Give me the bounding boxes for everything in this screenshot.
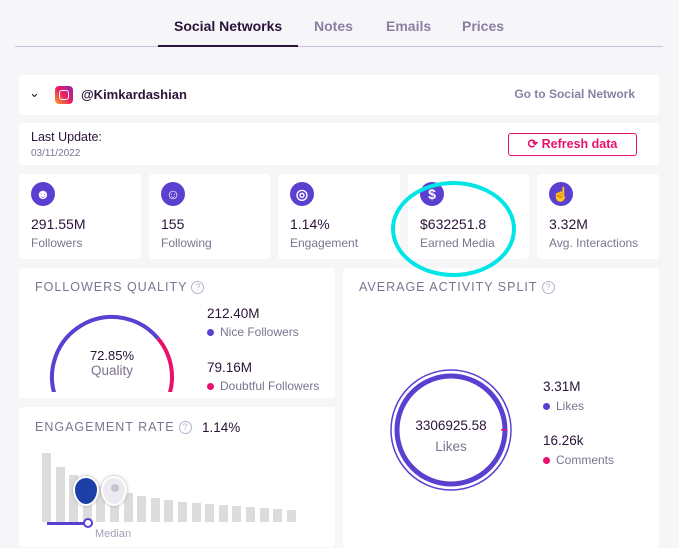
tabs-divider bbox=[15, 46, 663, 47]
followers-quality-card: FOLLOWERS QUALITY? 72.85% Quality 212.40… bbox=[19, 268, 335, 398]
distribution-bar bbox=[96, 486, 106, 522]
go-to-social-network-link[interactable]: Go to Social Network bbox=[514, 87, 635, 101]
stat-label: Avg. Interactions bbox=[549, 236, 639, 250]
help-icon[interactable]: ? bbox=[541, 281, 555, 295]
likes-value: 3.31M bbox=[543, 379, 581, 394]
tab-prices[interactable]: Prices bbox=[462, 18, 505, 34]
doubtful-followers-legend: Doubtful Followers bbox=[207, 379, 319, 393]
stat-value: 1.14% bbox=[290, 216, 330, 232]
stat-followers: ☻ 291.55M Followers bbox=[19, 174, 141, 259]
median-label: Median bbox=[95, 528, 132, 540]
activity-center-label: Likes bbox=[435, 439, 467, 454]
engagement-rate-value: 1.14% bbox=[202, 420, 241, 435]
tab-social-networks[interactable]: Social Networks bbox=[174, 18, 283, 34]
median-track bbox=[47, 522, 87, 525]
distribution-bar bbox=[55, 467, 65, 522]
distribution-bar bbox=[246, 507, 255, 522]
stat-value: 291.55M bbox=[31, 216, 86, 232]
distribution-bar bbox=[205, 504, 215, 522]
stat-engagement: ◎ 1.14% Engagement bbox=[278, 174, 400, 259]
nice-followers-legend: Nice Followers bbox=[207, 325, 299, 339]
doubtful-followers-value: 79.16M bbox=[207, 360, 253, 375]
distribution-bar bbox=[123, 493, 133, 522]
tab-notes[interactable]: Notes bbox=[314, 18, 353, 34]
distribution-bar bbox=[164, 500, 174, 522]
stat-label: Following bbox=[161, 236, 212, 250]
quality-label: Quality bbox=[90, 363, 134, 378]
stat-value: 155 bbox=[161, 216, 185, 232]
target-icon: ◎ bbox=[290, 182, 314, 206]
engagement-rate-title: ENGAGEMENT RATE? bbox=[35, 420, 192, 435]
activity-donut bbox=[390, 369, 512, 491]
engagement-rate-card: ENGAGEMENT RATE? 1.14% Median bbox=[19, 407, 335, 547]
distribution-bar bbox=[137, 496, 147, 522]
help-icon[interactable]: ? bbox=[178, 421, 192, 435]
activity-center-value: 3306925.58 bbox=[415, 418, 487, 433]
comments-value: 16.26k bbox=[543, 433, 584, 448]
stat-avg-interactions: ☝ 3.32M Avg. Interactions bbox=[537, 174, 659, 259]
distribution-bar bbox=[42, 453, 51, 522]
stat-label: Followers bbox=[31, 236, 83, 250]
comments-legend: Comments bbox=[543, 453, 614, 467]
distribution-bar bbox=[218, 505, 228, 522]
highlight-circle bbox=[391, 181, 516, 277]
chevron-down-icon[interactable]: ⌄ bbox=[29, 85, 40, 100]
distribution-bar bbox=[273, 509, 283, 522]
activity-split-card: AVERAGE ACTIVITY SPLIT? 3306925.58 Likes… bbox=[343, 268, 659, 548]
quality-percent: 72.85% bbox=[89, 348, 135, 363]
help-icon[interactable]: ? bbox=[191, 281, 205, 295]
distribution-bar bbox=[286, 510, 296, 522]
tab-emails[interactable]: Emails bbox=[386, 18, 432, 34]
quality-gauge bbox=[50, 315, 174, 392]
distribution-bar bbox=[69, 475, 79, 522]
likes-legend: Likes bbox=[543, 399, 584, 413]
instagram-icon bbox=[55, 86, 73, 104]
distribution-bar bbox=[259, 508, 269, 522]
last-update-date: 03/11/2022 bbox=[31, 148, 81, 159]
refresh-label: Refresh data bbox=[541, 137, 618, 151]
profile-header: ⌄ @Kimkardashian Go to Social Network bbox=[19, 75, 659, 115]
median-marker[interactable] bbox=[83, 518, 93, 528]
distribution-bar bbox=[150, 498, 160, 522]
followers-quality-title: FOLLOWERS QUALITY? bbox=[35, 280, 205, 295]
refresh-icon: ⟳ bbox=[527, 137, 539, 151]
active-tab-indicator bbox=[158, 45, 298, 47]
nice-followers-value: 212.40M bbox=[207, 306, 260, 321]
distribution-bar bbox=[232, 506, 242, 522]
median-avatar-pin bbox=[101, 476, 127, 506]
last-update-label: Last Update: bbox=[31, 130, 102, 144]
stat-value: 3.32M bbox=[549, 216, 588, 232]
distribution-bar bbox=[110, 490, 119, 522]
update-bar: Last Update: 03/11/2022 ⟳ Refresh data bbox=[19, 123, 659, 165]
stat-following: ☺ 155 Following bbox=[149, 174, 270, 259]
refresh-data-button[interactable]: ⟳ Refresh data bbox=[508, 133, 637, 156]
distribution-bar bbox=[191, 503, 201, 522]
profile-handle: @Kimkardashian bbox=[81, 87, 187, 102]
followers-icon: ☻ bbox=[31, 182, 55, 206]
following-icon: ☺ bbox=[161, 182, 185, 206]
stat-label: Engagement bbox=[290, 236, 359, 250]
profile-avatar-pin[interactable] bbox=[73, 476, 99, 506]
activity-split-title: AVERAGE ACTIVITY SPLIT? bbox=[359, 280, 555, 295]
distribution-bar bbox=[178, 502, 187, 522]
hand-pointer-icon: ☝ bbox=[549, 182, 573, 206]
